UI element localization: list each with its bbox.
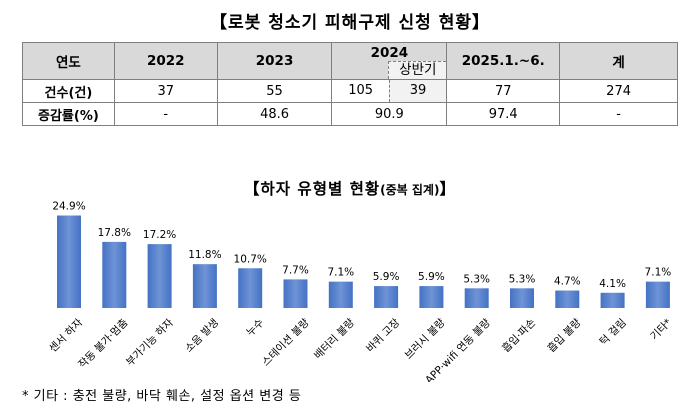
bar <box>510 288 534 308</box>
bar <box>600 292 625 308</box>
value-label: 7.1% <box>327 267 354 279</box>
category-label: 누수 <box>244 316 266 338</box>
category-label: 배터리 불량 <box>312 316 357 361</box>
cell-2022: - <box>113 102 218 126</box>
value-label: 5.9% <box>373 271 400 283</box>
header-2023: 2023 <box>216 42 333 80</box>
value-label: 7.7% <box>282 264 309 276</box>
bar <box>374 286 399 308</box>
footnote: * 기타 : 충전 불량, 바닥 훼손, 설정 옵션 변경 등 <box>22 389 302 404</box>
header-total: 계 <box>559 42 678 80</box>
bar <box>645 281 670 308</box>
cell-2024-full: 105 <box>348 83 374 98</box>
chart-title-end: 】 <box>439 180 456 198</box>
header-2025: 2025.1.~6. <box>446 42 561 80</box>
value-label: 17.8% <box>98 227 131 239</box>
table-row-count: 건수(건) 37 55 105 39 77 274 <box>22 79 678 103</box>
value-label: 11.8% <box>188 249 221 261</box>
bar <box>192 264 217 308</box>
bar <box>464 288 489 308</box>
bar <box>328 281 353 308</box>
cell-total: 274 <box>559 79 678 103</box>
category-label: 흡입 불량 <box>545 316 584 355</box>
defect-type-bar-chart: 24.9% 17.8% 17.2% 11.8% 10.7% 7.7% 7.1% 5.9% 5.9… <box>46 201 674 382</box>
row-label: 증감률(%) <box>22 102 115 126</box>
chart-subtitle: (중복 집계) <box>380 183 440 197</box>
value-label: 4.7% <box>554 276 581 288</box>
value-label: 4.1% <box>599 278 626 290</box>
cell-2024: 105 39 <box>331 79 448 103</box>
value-label: 5.3% <box>509 273 536 285</box>
value-label: 24.9% <box>52 201 85 213</box>
bar <box>147 244 172 308</box>
chart-title: 【하자 유형별 현황(중복 집계)】 <box>0 177 700 199</box>
value-label: 5.3% <box>463 273 490 285</box>
header-2022: 2022 <box>113 42 218 80</box>
header-2024-cell: 2024 상반기 <box>331 42 448 80</box>
bar <box>283 279 308 308</box>
bar <box>102 241 127 308</box>
header-2024-half: 상반기 <box>388 61 447 79</box>
value-label: 5.9% <box>418 271 445 283</box>
cell-2023: 55 <box>216 79 333 103</box>
table-header-row: 연도 2022 2023 2024 상반기 2025.1.~6. 계 <box>22 42 678 80</box>
category-label: 소음 발생 <box>183 317 221 355</box>
cell-2025: 97.4 <box>446 102 561 126</box>
category-label: 스테이션 불량 <box>260 316 312 368</box>
bar <box>555 290 580 308</box>
bar <box>57 215 81 308</box>
category-label: 바퀴 고장 <box>364 316 402 354</box>
complaint-stats-table: 연도 2022 2023 2024 상반기 2025.1.~6. 계 건수(건)… <box>22 42 678 126</box>
table-row-growth: 증감률(%) - 48.6 90.9 97.4 - <box>22 102 678 126</box>
category-label: 브러시 불량 <box>403 316 448 361</box>
cell-2022: 37 <box>113 79 218 103</box>
value-label: 17.2% <box>143 229 176 241</box>
bar <box>238 268 263 308</box>
category-label: 흡입·파손 <box>499 316 538 355</box>
chart-title-main: 【하자 유형별 현황 <box>244 180 381 198</box>
header-year-label: 연도 <box>22 42 115 80</box>
table-title: 【로봇 청소기 피해구제 신청 현황】 <box>210 13 490 33</box>
cell-total: - <box>559 102 678 126</box>
header-2024: 2024 <box>370 45 409 61</box>
value-label: 7.1% <box>645 267 672 279</box>
bar <box>419 286 444 308</box>
cell-2025: 77 <box>446 79 561 103</box>
cell-2024-half: 39 <box>388 80 447 102</box>
category-label: 센서 하자 <box>46 316 85 355</box>
category-label: 턱 걸림 <box>597 316 629 348</box>
value-label: 10.7% <box>234 253 267 265</box>
cell-2023: 48.6 <box>216 102 333 126</box>
category-label: 부가기능 하자 <box>123 316 176 369</box>
category-label: 기타* <box>648 317 674 343</box>
cell-2024: 90.9 <box>331 102 448 126</box>
row-label: 건수(건) <box>22 79 115 103</box>
